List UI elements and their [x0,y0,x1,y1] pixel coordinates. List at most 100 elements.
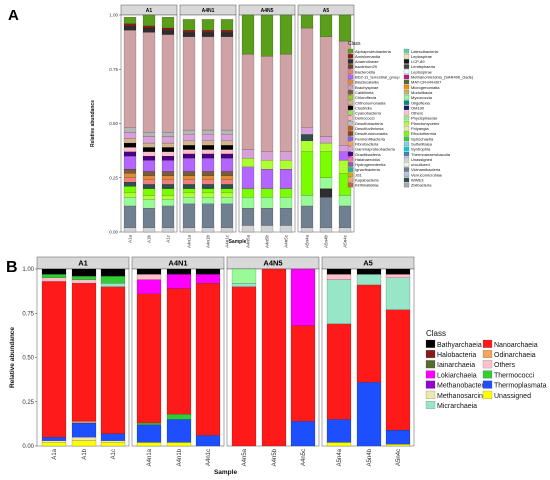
bar-A4n1a [136,268,162,447]
y-tick-label: 0.00 [109,230,118,235]
bar-segment [161,184,175,189]
x-axis-title: Sample [229,239,247,245]
bar-A4n1b [201,19,215,233]
legend-swatch [425,370,436,379]
legend-swatch [425,360,436,369]
legend-swatch [403,177,410,183]
bar-segment [319,36,333,137]
bar-segment [142,147,156,152]
x-tick-label: A1c [166,234,171,243]
bar-segment [319,136,333,144]
bar-segment [182,129,196,135]
bar-segment [123,142,137,148]
bar-segment [220,19,234,31]
legend-swatch [403,126,410,131]
bar-A5n4a [326,268,352,447]
bar-segment [136,293,162,424]
y-tick-label: 0.75 [109,67,118,72]
bar-segment [260,208,274,226]
bar-segment [100,442,126,447]
bar-segment [182,203,196,228]
bar-segment [300,127,314,135]
x-tick-label: A4n1b [177,448,183,466]
bar-segment [201,140,215,146]
bar-segment [231,283,257,287]
bar-segment [220,184,234,189]
bar-segment [201,134,215,141]
legend-swatch [403,131,410,136]
bar-segment [166,414,192,420]
bar-segment [182,197,196,204]
legend-entry-label: Verrucomicrobiae [411,172,443,177]
bar-segment [201,19,215,31]
legend-entry-label: Thermoplasmata [494,383,547,390]
legend-swatch [482,390,493,399]
legend-entry-label: Modulibacia [411,90,433,95]
bar-segment [100,283,126,287]
bar-segment [231,286,257,447]
bar-segment [220,36,234,131]
bar-segment [71,283,97,422]
legend-swatch [403,74,410,80]
bar-A4n1a [182,19,196,233]
bar-segment [319,151,333,178]
legend-swatch [347,157,354,162]
bar-segment [142,179,156,185]
legend-entry-label: Chloroflexia [355,95,377,100]
legend-entry-label: Caldilineia [355,90,374,95]
x-tick-label: A1b [82,448,88,459]
bar-segment [142,25,156,29]
bar-segment [71,437,97,441]
legend-entry-label: Others [494,362,516,369]
x-tick-label: A5n4b [367,448,373,466]
bar-segment [161,179,175,185]
bar-segment [241,149,255,159]
x-tick-label: A1a [128,235,133,244]
legend-swatch [347,84,354,90]
bar-segment [201,197,215,204]
bar-segment [279,168,293,189]
legend-swatch [425,339,436,348]
bar-segment [182,188,196,194]
bar-segment [241,225,255,233]
legend-entry-label: Myxococcia [411,95,433,100]
legend-entry-label: Sulfuriitalea [411,141,433,146]
facet-title: A5 [363,259,373,268]
bar-segment [142,27,156,33]
bar-segment [123,132,137,139]
legend-entry-label: Spirochaetia [411,136,434,141]
bar-segment [220,129,234,135]
bar-segment [385,274,411,278]
bar-segment [161,132,175,137]
bar-segment [279,208,293,226]
legend-swatch [347,79,354,85]
bar-segment [338,227,352,233]
bar-segment [182,36,196,131]
legend-swatch [403,151,410,157]
legend-entry-label: Cyanobacteria [355,111,382,116]
legend-entry-label: bacterium29 [355,64,378,69]
legend-entry-label: Rhodothermia [411,131,437,136]
bar-segment [220,153,234,159]
y-tick-label: 0.25 [22,400,34,406]
bar-segment [290,268,316,326]
bar-segment [319,197,333,228]
bar-segment [161,30,175,35]
legend-swatch [347,74,354,80]
legend-entry-label: Unassigned [494,393,531,400]
legend-entry-label: Others [411,111,423,116]
legend-entry-label: Gracilibacteria [355,152,381,157]
legend-swatch [347,126,354,131]
legend-title: Class [426,329,446,338]
bar-segment [201,188,215,194]
bar-segment [241,53,255,150]
bar-segment [279,188,293,198]
legend-entry-label: Ignavibacteria [355,167,381,172]
bar-segment [123,127,137,133]
bar-segment [300,134,314,141]
facet-A5: A5 A5n4a A5n4b A5n4c [297,4,355,248]
bar-segment [261,268,287,447]
legend-entry-label: Polyangia [411,126,429,131]
bar-segment [71,268,97,277]
legend-entry-label: Leptospirae [411,69,433,74]
